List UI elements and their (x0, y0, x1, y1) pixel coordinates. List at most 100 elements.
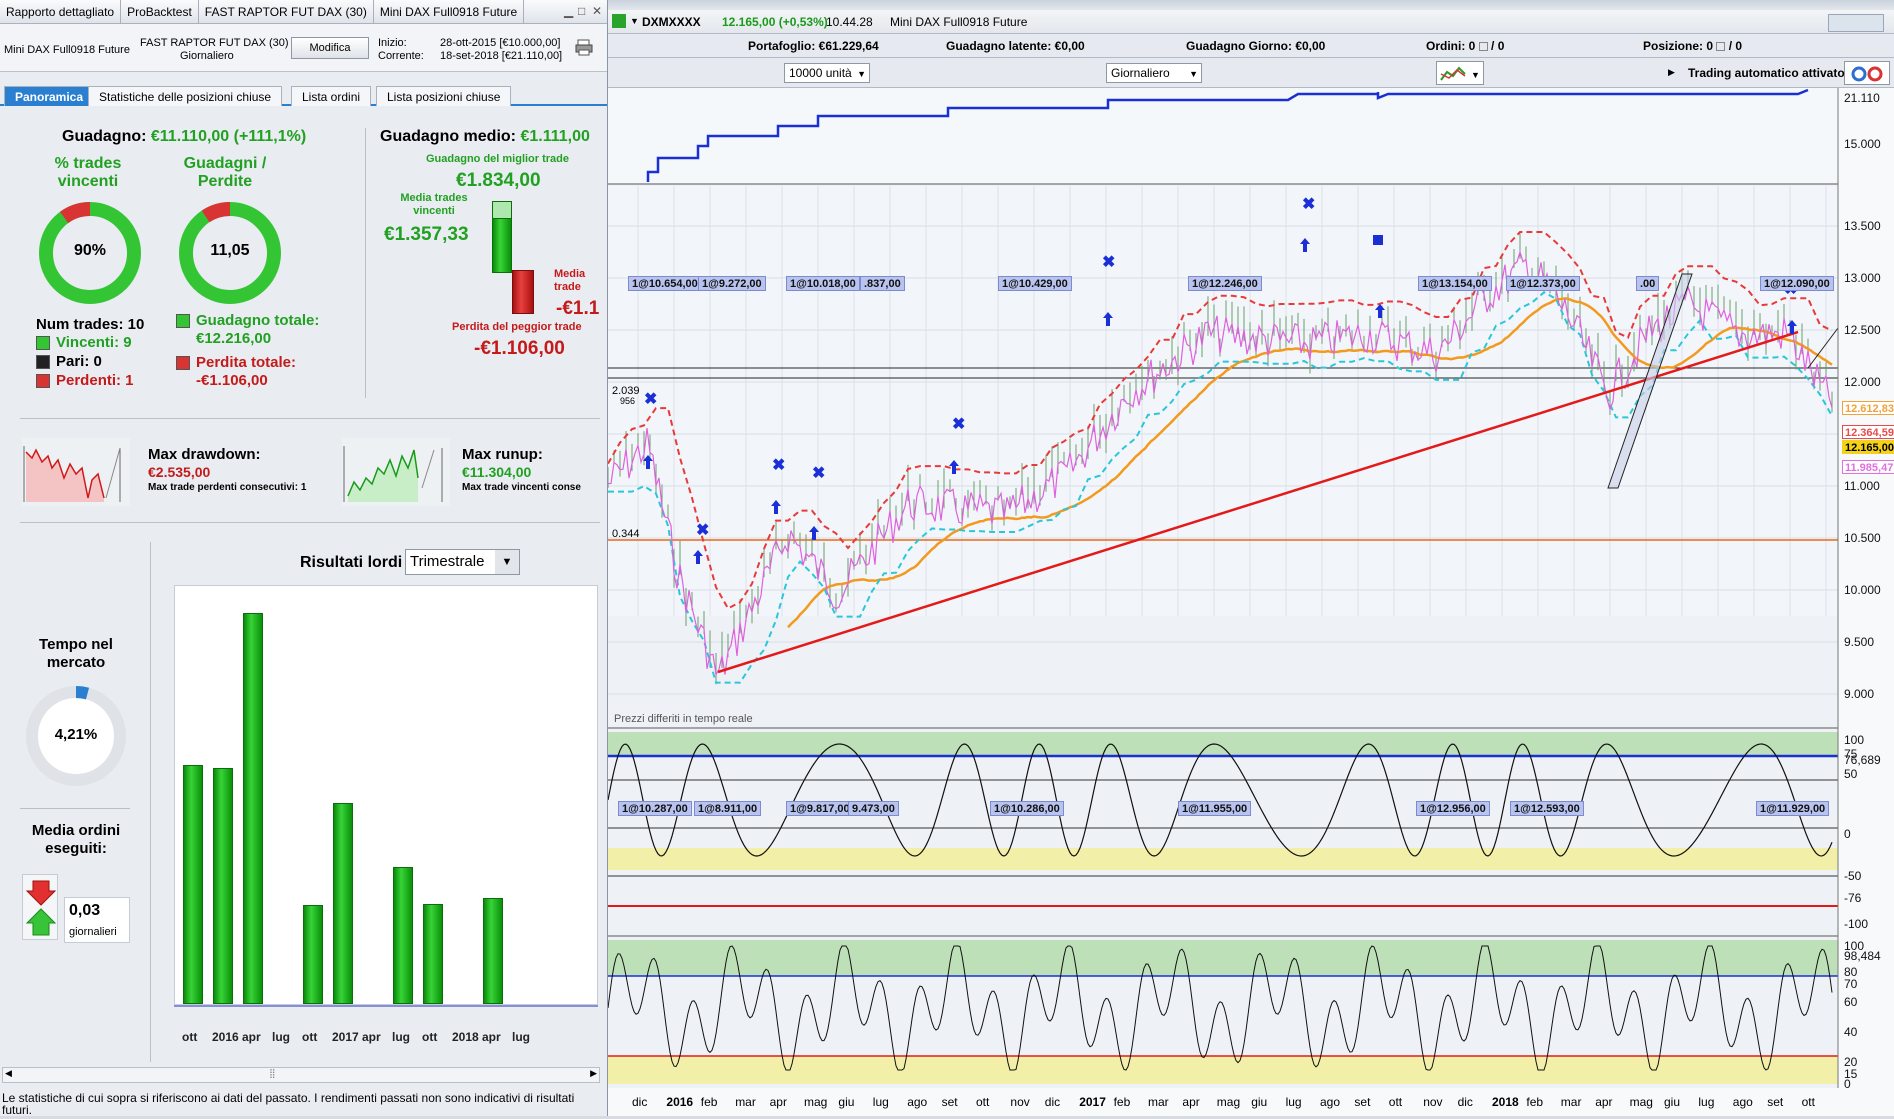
date-tick: lug (873, 1095, 889, 1109)
left-level-2: 956 (620, 396, 635, 406)
winners-label: Vincenti: 9 (56, 334, 132, 351)
tab-orders[interactable]: Lista ordini (291, 86, 372, 106)
disclaimer-text: Le statistiche di cui sopra si riferisco… (2, 1091, 575, 1116)
oscillator2-line (607, 945, 1833, 1071)
chart-color-icon[interactable] (612, 14, 626, 28)
equity-tick: 15.000 (1844, 137, 1881, 151)
bar-x-label: lug (392, 1030, 410, 1044)
auto-trading-gear-icon[interactable] (1844, 61, 1890, 85)
result-bar (303, 905, 323, 1004)
total-loss-value: -€1.106,00 (196, 372, 268, 389)
time-in-market-ring (26, 686, 126, 786)
tab-closed-positions[interactable]: Lista posizioni chiuse (376, 86, 512, 106)
entry-arrow-icon (949, 460, 959, 474)
modify-button[interactable]: Modifica (291, 37, 369, 59)
worst-trade-label: Perdita del peggior trade (452, 321, 582, 333)
avg-win-value: €1.357,33 (384, 224, 469, 245)
backtest-report-window: Rapporto dettagliato ProBacktest FAST RA… (0, 0, 608, 1116)
gain-value: €11.110,00 (+111,1%) (150, 128, 307, 145)
tab-closed-stats[interactable]: Statistiche delle posizioni chiuse (88, 86, 283, 106)
results-label: Risultati lordi (300, 554, 403, 571)
trade-label-top: 1@12.246,00 (1188, 276, 1262, 291)
best-trade-value: €1.834,00 (456, 170, 541, 191)
symbol[interactable]: DXMXXXX (642, 15, 701, 29)
indicator-icon[interactable]: ▼ (1436, 61, 1484, 85)
chevron-down-icon[interactable]: ▼ (495, 550, 519, 574)
osc1-tick: -76 (1844, 891, 1862, 905)
avg-orders-unit: giornalieri (69, 926, 117, 938)
price-tick: 11.000 (1844, 479, 1880, 493)
scroll-grip-icon[interactable]: ⣿ (269, 1068, 276, 1078)
units-select[interactable]: 10000 unità ▼ (784, 63, 870, 83)
price-chart[interactable]: ✖✖✖✖✖✖✖✖ 2.039 956 0.344 Prezzi differit… (607, 88, 1894, 1116)
price-tick: 9.000 (1844, 687, 1874, 701)
price-tick: 13.000 (1844, 271, 1881, 285)
chevron-down-icon[interactable]: ▼ (1189, 69, 1198, 79)
results-period-select[interactable]: Trimestrale ▼ (405, 549, 520, 575)
scroll-right-icon[interactable]: ▶ (590, 1068, 597, 1078)
date-tick: lug (1698, 1095, 1714, 1109)
maximize-icon[interactable]: □ (578, 4, 586, 18)
date-tick: apr (1595, 1095, 1612, 1109)
exit-marker-icon: ✖ (1302, 196, 1315, 213)
minimize-icon[interactable]: ▁ (564, 4, 574, 18)
trendline (717, 330, 1799, 674)
date-tick: nov (1423, 1095, 1442, 1109)
tab-instrument[interactable]: Mini DAX Full0918 Future (374, 0, 525, 24)
date-axis (608, 1088, 1894, 1116)
horizontal-scrollbar[interactable]: ◀ ⣿ ▶ (2, 1067, 600, 1083)
date-tick: ago (1733, 1095, 1753, 1109)
oscillator1-line (607, 743, 1833, 857)
trade-label-top: 1@9.272,00 (698, 276, 766, 291)
price-tick: 9.500 (1844, 635, 1874, 649)
exit-marker-icon: ✖ (696, 522, 709, 539)
report-info-bar: Mini DAX Full0918 Future FAST RAPTOR FUT… (0, 24, 607, 72)
date-tick: ago (907, 1095, 927, 1109)
print-icon[interactable] (575, 38, 593, 56)
divider (20, 418, 600, 419)
osc2-tick: 100 (1844, 939, 1864, 953)
chevron-down-icon[interactable]: ▼ (630, 16, 639, 26)
best-trade-bar (492, 201, 512, 219)
timeframe-select[interactable]: Giornaliero ▼ (1106, 63, 1202, 83)
orders-box-icon[interactable] (1478, 42, 1488, 52)
bar-x-label: apr (482, 1030, 501, 1044)
tab-detailed-report[interactable]: Rapporto dettagliato (0, 0, 122, 24)
play-icon[interactable]: ▶ (1668, 67, 1675, 77)
price-box: 12.165,00 (1842, 440, 1894, 454)
tab-probacktest[interactable]: ProBacktest (121, 0, 199, 24)
osc1-tick: -50 (1844, 869, 1862, 883)
date-tick: apr (770, 1095, 787, 1109)
avg-loss-label: Media trade perdenti (554, 268, 586, 293)
chevron-down-icon[interactable]: ▼ (857, 69, 866, 79)
scroll-left-icon[interactable]: ◀ (5, 1068, 12, 1078)
osc2-tick: 40 (1844, 1025, 1858, 1039)
runup-label: Max runup: (462, 446, 543, 463)
price-tick: 12.000 (1844, 375, 1881, 389)
position-box-icon[interactable] (1716, 42, 1726, 52)
divider (20, 808, 130, 809)
tab-system[interactable]: FAST RAPTOR FUT DAX (30) (199, 0, 374, 24)
result-bar (393, 867, 413, 1004)
order-ticket-strip[interactable] (608, 0, 1894, 10)
total-gain-value: €12.216,00 (196, 330, 272, 347)
close-icon[interactable]: ✕ (592, 4, 603, 18)
avg-gain-label: Guadagno medio: (380, 128, 516, 145)
timeframe-value: Giornaliero (1111, 66, 1170, 80)
report-tabs: Panoramica Statistiche delle posizioni c… (0, 84, 607, 106)
window-controls[interactable] (1828, 14, 1884, 32)
trade-label-top: 1@10.429,00 (998, 276, 1072, 291)
entry-arrow-icon (643, 455, 653, 469)
osc1-tick: 75 (1844, 747, 1858, 761)
bar-baseline (174, 1005, 598, 1007)
exit-marker-icon: ✖ (812, 465, 825, 482)
tab-overview[interactable]: Panoramica (4, 86, 95, 106)
num-trades: Num trades: 10 (36, 316, 145, 333)
exit-marker-icon: ✖ (644, 391, 657, 408)
chart-window: ▼ DXMXXXX 12.165,00 (+0,53%) 10.44.28 Mi… (607, 0, 1894, 1116)
svg-text:▼: ▼ (1471, 70, 1480, 80)
avg-win-label: Media trades vincenti (400, 192, 468, 217)
even-swatch (36, 355, 50, 370)
trade-label-top: 1@10.654,00 (628, 276, 702, 291)
chart-canvas[interactable]: ✖✖✖✖✖✖✖✖ 2.039 956 0.344 Prezzi differit… (607, 88, 1894, 1116)
